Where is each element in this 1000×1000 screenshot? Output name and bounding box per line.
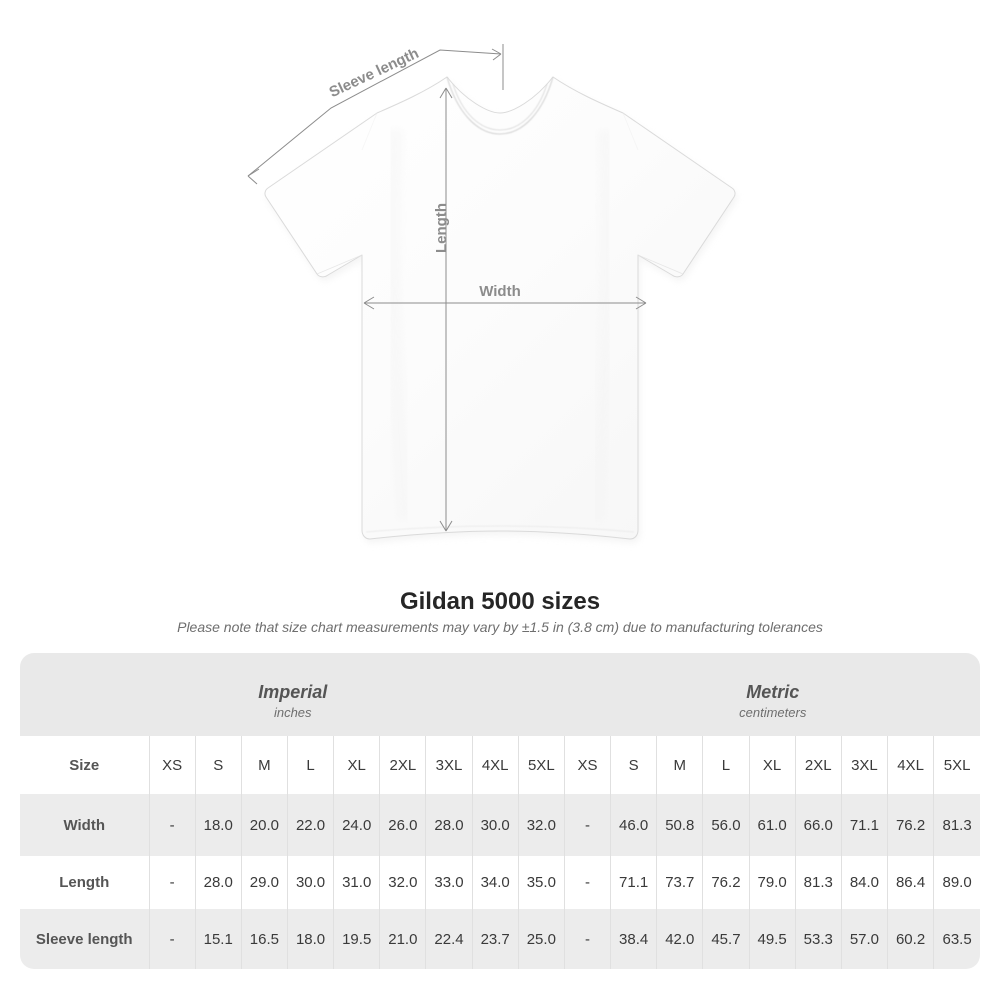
svg-text:Sleeve length: Sleeve length [327, 45, 422, 101]
svg-text:Width: Width [479, 283, 521, 300]
svg-text:Length: Length [433, 203, 450, 253]
